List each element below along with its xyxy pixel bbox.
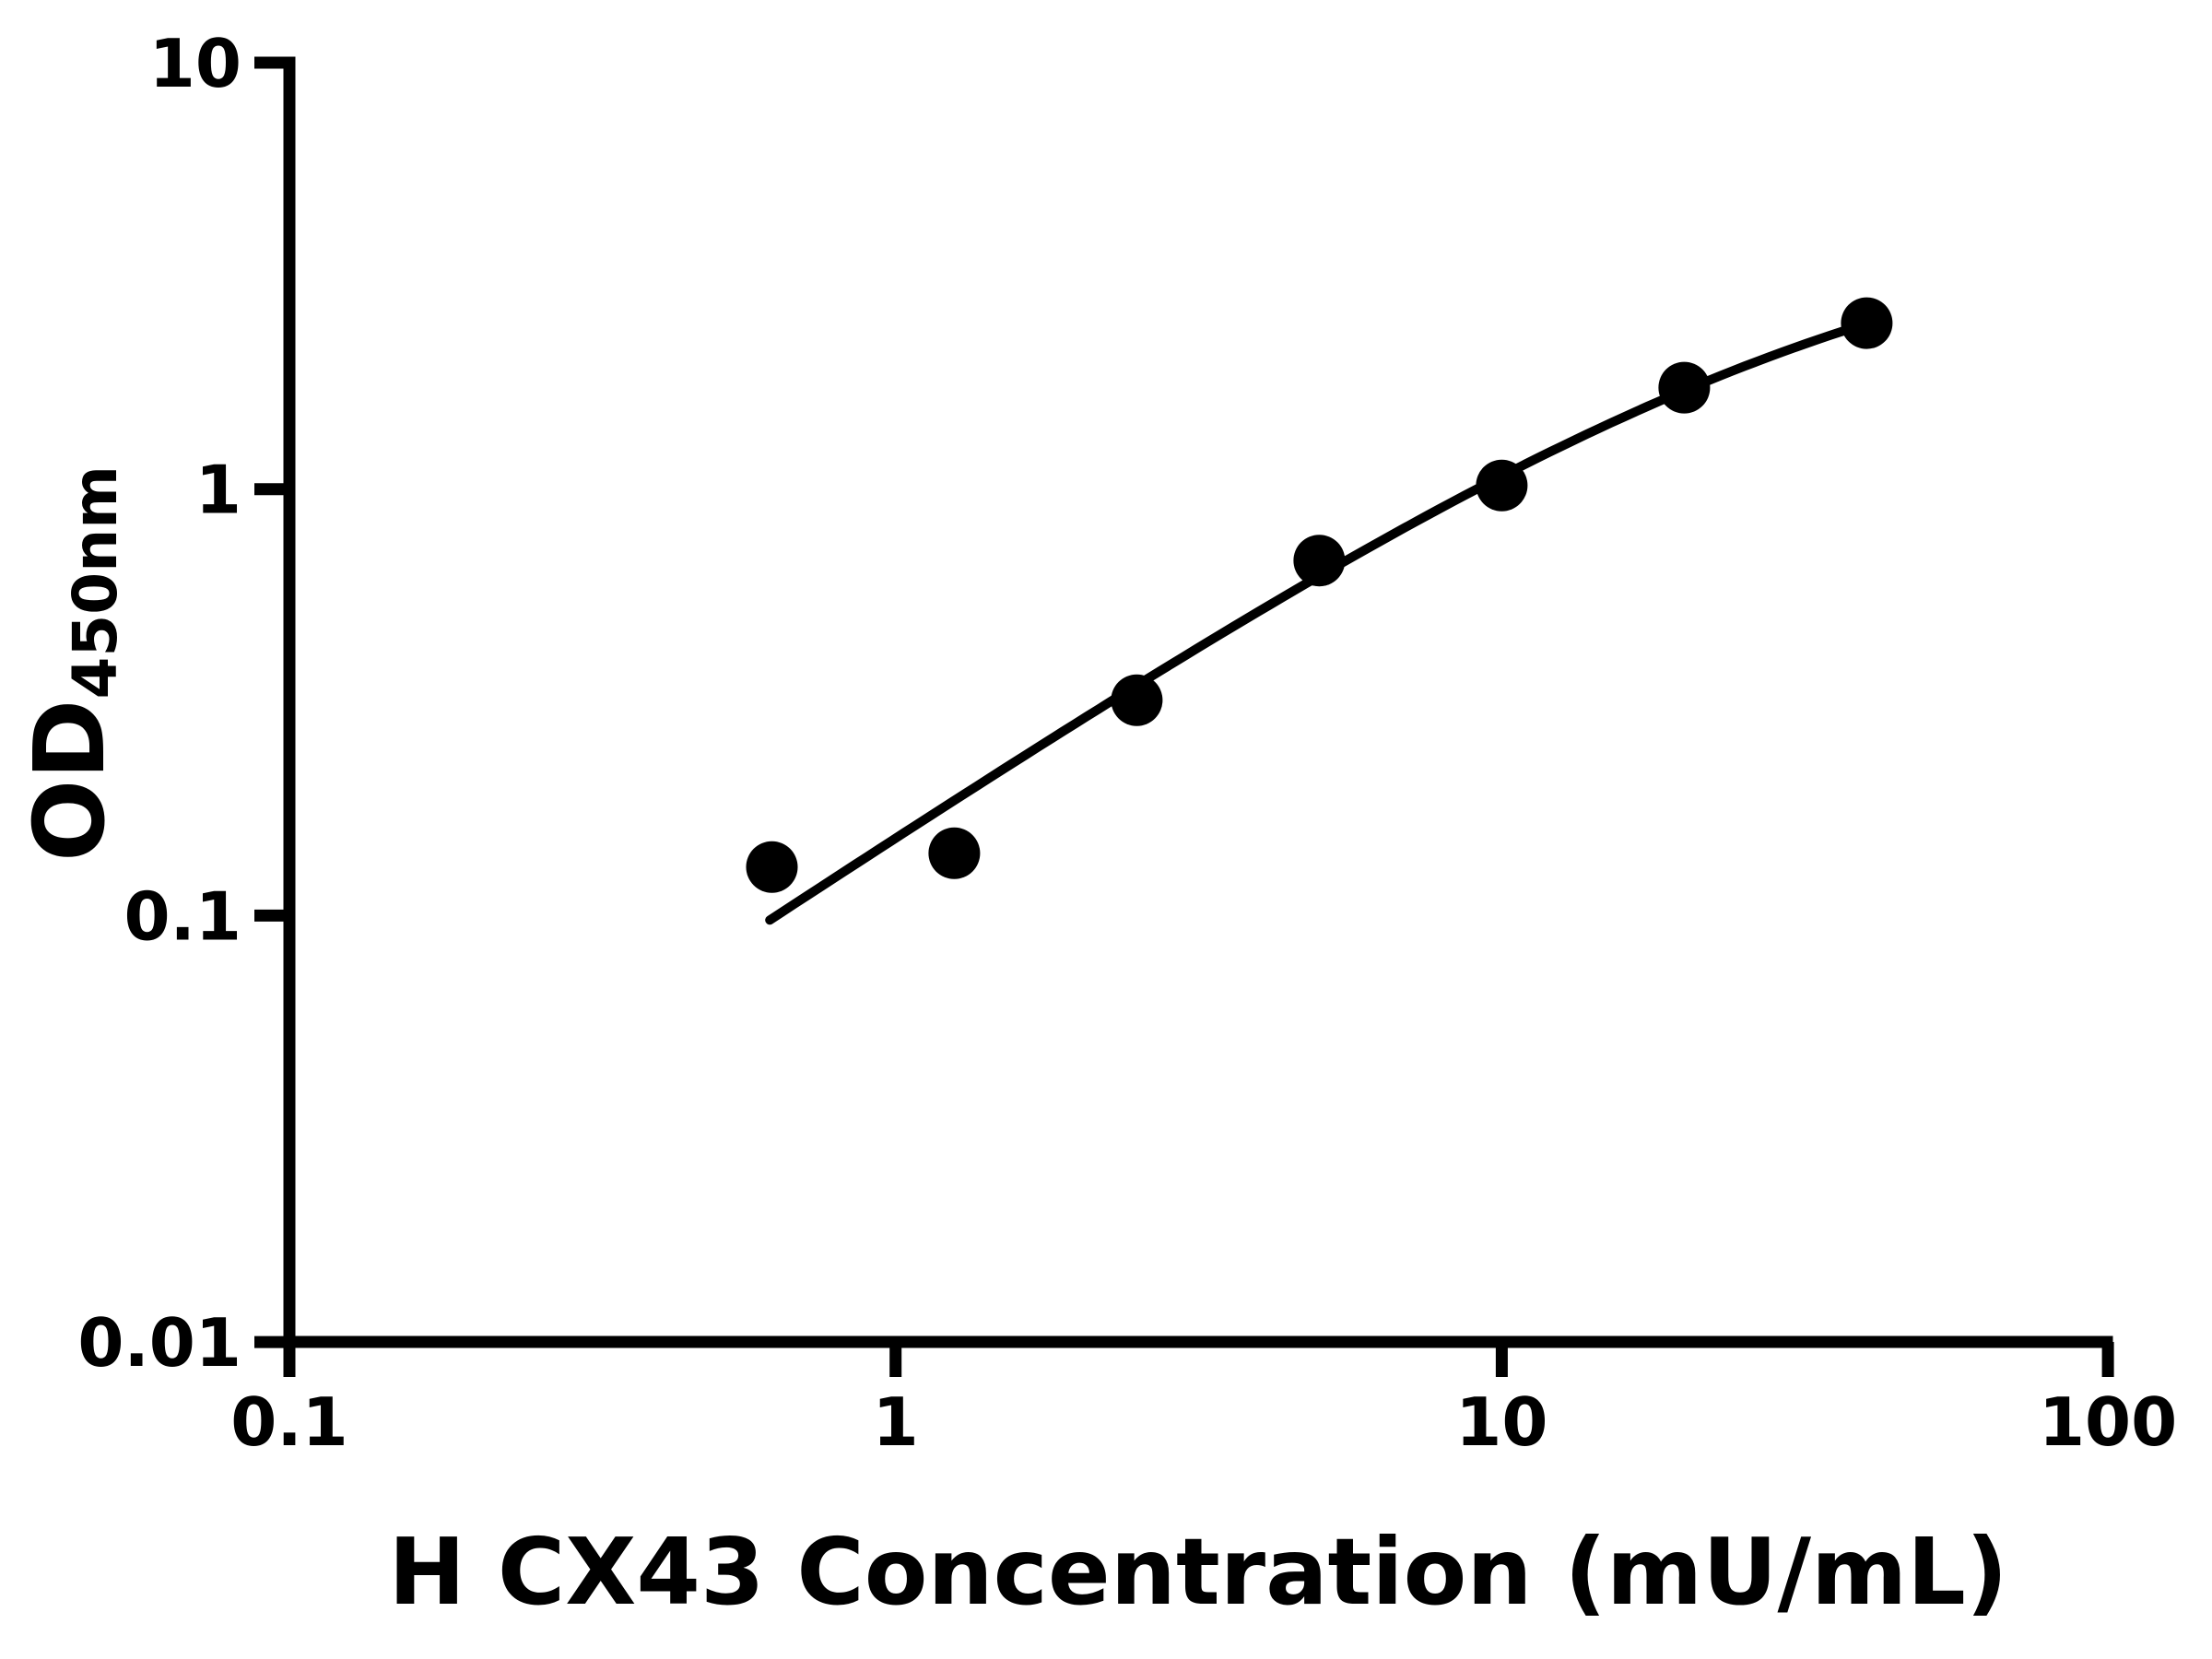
data-point: [1111, 674, 1163, 726]
y-tick-label: 0.1: [124, 877, 241, 955]
data-point: [1476, 459, 1528, 512]
y-axis-title: OD450nm: [14, 465, 131, 862]
axes-layer: [283, 56, 2113, 1348]
data-point: [746, 841, 798, 893]
x-tick-label: 0.1: [230, 1383, 348, 1461]
y-tick-label: 0.01: [77, 1304, 241, 1382]
data-point: [1841, 297, 1893, 349]
x-axis-title: H CX43 Concentration (mU/mL): [388, 1518, 2007, 1626]
ticks-layer: [254, 56, 2114, 1377]
y-tick-label: 1: [195, 452, 241, 529]
y-axis-title-sub: 450nm: [60, 465, 131, 700]
y-axis-title-main: OD: [14, 700, 126, 862]
curve-layer: [765, 319, 1872, 925]
data-point: [1293, 535, 1346, 587]
points-layer: [746, 297, 1893, 893]
x-tick-label: 100: [2039, 1383, 2177, 1461]
data-point: [928, 827, 981, 879]
data-point: [1658, 361, 1711, 414]
x-tick-label: 1: [873, 1383, 919, 1461]
fit-curve-line: [765, 319, 1872, 925]
y-tick-label: 10: [149, 25, 241, 102]
x-tick-label: 10: [1455, 1383, 1547, 1461]
